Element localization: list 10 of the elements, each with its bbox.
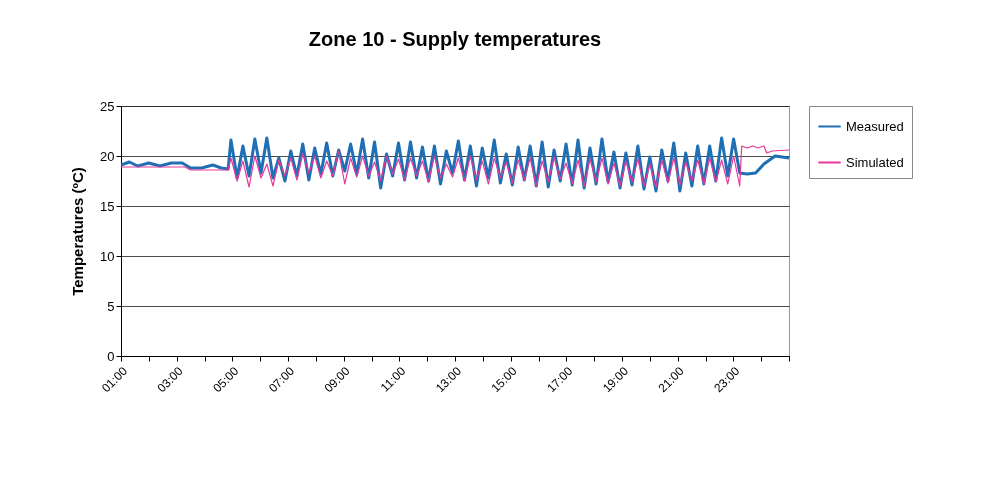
y-tick-label: 15 bbox=[100, 198, 115, 214]
y-axis-title: Temperatures (ºC) bbox=[69, 167, 87, 296]
legend-label: Simulated bbox=[846, 154, 904, 170]
y-tick-label: 25 bbox=[100, 98, 115, 114]
y-tick-label: 10 bbox=[100, 248, 115, 264]
legend-label: Measured bbox=[846, 118, 904, 134]
y-tick-label: 0 bbox=[107, 348, 115, 364]
y-tick-label: 5 bbox=[107, 298, 115, 314]
chart-title: Zone 10 - Supply temperatures bbox=[308, 28, 602, 50]
y-tick-label: 20 bbox=[100, 148, 115, 164]
